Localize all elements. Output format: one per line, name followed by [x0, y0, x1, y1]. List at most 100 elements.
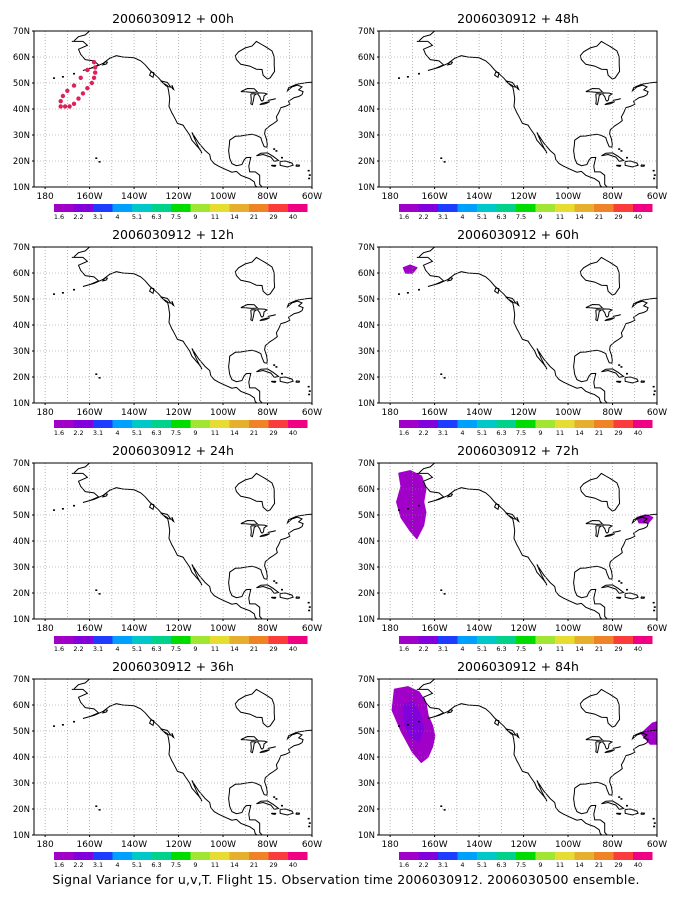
lon-tick-label: 160W — [77, 408, 103, 418]
colorbar-segment — [477, 636, 497, 644]
lat-tick-label: 10N — [358, 183, 375, 193]
island — [653, 609, 656, 612]
colorbar-label: 29 — [614, 213, 622, 221]
coastline — [416, 472, 603, 619]
lon-tick-label: 120W — [511, 624, 537, 634]
colorbar-label: 5.1 — [132, 429, 142, 437]
lat-tick-label: 10N — [13, 615, 30, 625]
lon-tick-label: 160W — [77, 192, 103, 202]
colorbar-segment — [457, 420, 477, 428]
colorbar-label: 2.2 — [418, 429, 428, 437]
lon-tick-label: 180 — [37, 840, 54, 850]
colorbar-label: 1.6 — [54, 429, 64, 437]
coastline — [505, 728, 518, 737]
lat-tick-label: 20N — [358, 805, 375, 815]
coastline — [314, 79, 328, 92]
coastline — [257, 740, 269, 750]
colorbar-label: 3.1 — [438, 645, 448, 653]
island — [618, 796, 621, 798]
island — [652, 817, 655, 820]
lat-tick-label: 10N — [358, 399, 375, 409]
coastline — [604, 533, 615, 538]
lon-tick-label: 140W — [466, 624, 492, 634]
coastline — [418, 463, 436, 474]
colorbar-segment — [516, 852, 536, 860]
coastline — [595, 93, 603, 106]
lon-tick-label: 60W — [302, 840, 322, 850]
lon-tick-label: 160W — [422, 624, 448, 634]
coastline — [602, 92, 614, 102]
lon-tick-label: 140W — [466, 840, 492, 850]
coastline — [493, 71, 500, 79]
colorbar-segment — [112, 852, 132, 860]
lat-tick-label: 60N — [358, 53, 375, 63]
colorbar-label: 29 — [269, 429, 277, 437]
colorbar-label: 3.1 — [438, 429, 448, 437]
coastline — [270, 380, 277, 384]
colorbar: 1.6 2.2 3.1 4 5.1 6.3 7.5 9 11 14 21 29 40 — [54, 204, 308, 221]
colorbar-label: 6.3 — [496, 861, 506, 869]
lon-tick-label: 160W — [422, 840, 448, 850]
island — [308, 825, 311, 828]
colorbar-segment — [171, 636, 191, 644]
lat-tick-label: 70N — [13, 675, 30, 685]
lon-tick-label: 60W — [647, 840, 667, 850]
colorbar-segment — [93, 636, 113, 644]
coastline — [259, 101, 270, 106]
colorbar-segment — [438, 420, 458, 428]
lon-tick-label: 180 — [37, 624, 54, 634]
lon-tick-label: 180 — [37, 408, 54, 418]
lon-tick-label: 100W — [210, 192, 236, 202]
colorbar-segment — [496, 204, 516, 212]
coastline — [148, 71, 155, 79]
colorbar-segment — [112, 204, 132, 212]
coastline — [250, 93, 258, 106]
colorbar-label: 40 — [634, 429, 642, 437]
coastline — [612, 314, 621, 317]
island — [308, 177, 311, 180]
colorbar-segment — [594, 204, 614, 212]
lon-tick-label: 100W — [555, 192, 581, 202]
coastline — [640, 164, 646, 167]
colorbar-label: 40 — [634, 645, 642, 653]
lat-tick-label: 30N — [358, 563, 375, 573]
island — [406, 508, 409, 510]
map-area — [379, 679, 657, 835]
coastline — [446, 709, 454, 714]
colorbar-label: 40 — [289, 645, 297, 653]
colorbar-segment — [112, 636, 132, 644]
lon-tick-label: 120W — [511, 192, 537, 202]
panel-title: 2006030912 + 12h — [112, 227, 234, 242]
coastline — [418, 679, 436, 690]
island — [418, 720, 421, 723]
colorbar-label: 21 — [595, 861, 603, 869]
lon-tick-label: 100W — [555, 624, 581, 634]
island — [418, 288, 421, 291]
colorbar-segment — [574, 420, 594, 428]
colorbar-segment — [288, 852, 308, 860]
island — [61, 76, 64, 78]
colorbar-segment — [210, 420, 230, 428]
colorbar-label: 5.1 — [477, 861, 487, 869]
coastline — [573, 297, 657, 403]
lon-tick-label: 80W — [602, 408, 622, 418]
lat-tick-label: 30N — [13, 779, 30, 789]
colorbar-label: 7.5 — [516, 861, 526, 869]
island — [443, 161, 446, 163]
colorbar-segment — [555, 420, 575, 428]
lat-tick-label: 60N — [358, 701, 375, 711]
coastline — [446, 277, 454, 282]
lat-tick-label: 10N — [13, 399, 30, 409]
colorbar-segment — [268, 636, 288, 644]
island — [308, 609, 311, 612]
coastline — [256, 800, 280, 810]
lat-tick-label: 70N — [358, 243, 375, 253]
coastline — [604, 101, 615, 106]
colorbar-label: 2.2 — [73, 861, 83, 869]
island — [308, 606, 311, 608]
colorbar-label: 6.3 — [151, 861, 161, 869]
lat-tick-label: 30N — [358, 779, 375, 789]
observation-point — [80, 91, 86, 96]
observation-point — [76, 96, 81, 101]
island — [625, 372, 628, 375]
